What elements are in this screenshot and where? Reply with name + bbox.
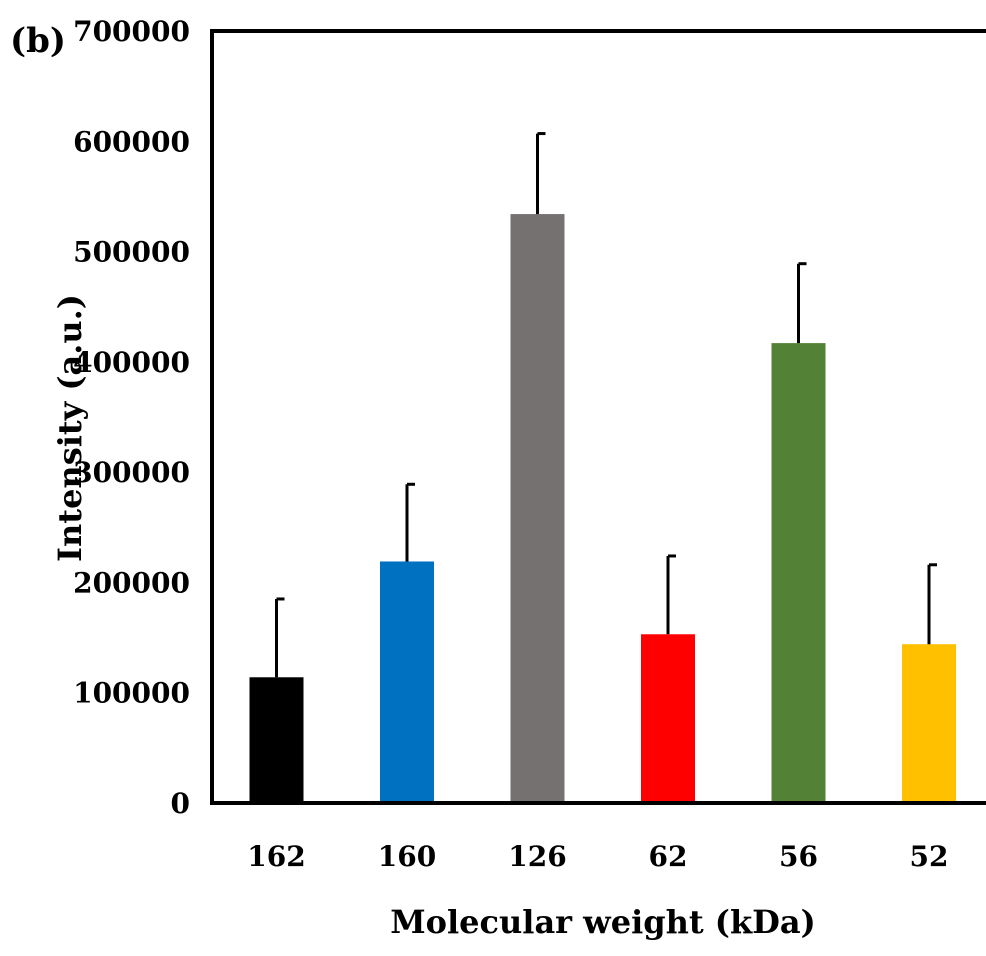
bar-162 xyxy=(249,677,304,803)
y-tick-label: 600000 xyxy=(73,125,190,158)
y-tick-label: 700000 xyxy=(73,15,190,48)
bar-56 xyxy=(771,343,826,803)
y-axis-ticks: 0 100000 200000 300000 400000 500000 600000 700… xyxy=(73,15,190,820)
x-tick-label: 126 xyxy=(508,840,566,873)
y-tick-label: 200000 xyxy=(73,566,190,599)
y-axis-title: Intensity (a.u.) xyxy=(51,294,89,562)
error-bars-group xyxy=(275,132,937,678)
bars-group xyxy=(249,214,956,803)
y-tick-label: 300000 xyxy=(73,456,190,489)
y-tick-label: 500000 xyxy=(73,236,190,269)
bar-160 xyxy=(380,561,434,803)
bar-126 xyxy=(510,214,565,803)
y-tick-label: 400000 xyxy=(73,346,190,379)
y-tick-label: 100000 xyxy=(73,677,190,710)
x-tick-label: 160 xyxy=(378,840,436,873)
y-tick-label: 0 xyxy=(171,787,190,820)
x-axis-title: Molecular weight (kDa) xyxy=(390,903,815,941)
x-tick-label: 52 xyxy=(910,840,949,873)
bar-62 xyxy=(641,634,695,803)
bar-52 xyxy=(902,644,956,803)
panel-label: (b) xyxy=(10,21,66,61)
x-axis-ticks: 162 160 126 62 56 52 xyxy=(247,840,948,873)
x-tick-label: 56 xyxy=(779,840,818,873)
x-tick-label: 62 xyxy=(649,840,688,873)
x-tick-label: 162 xyxy=(247,840,305,873)
